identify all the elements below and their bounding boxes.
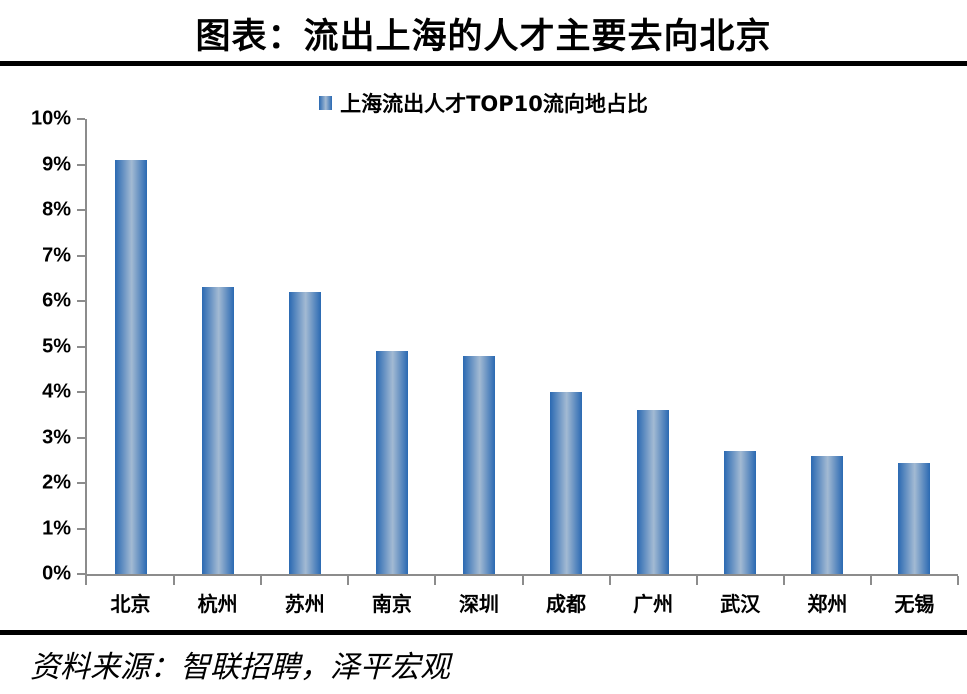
x-axis-label-苏州: 苏州 <box>284 592 325 616</box>
x-axis-label-无锡: 无锡 <box>894 592 935 616</box>
page-title: 图表：流出上海的人才主要去向北京 <box>195 16 772 57</box>
bar-武汉 <box>724 451 757 574</box>
x-axis-tick <box>260 576 263 585</box>
bar-苏州 <box>288 291 321 574</box>
y-axis-tick-label: 5% <box>42 335 71 357</box>
x-axis-line <box>85 574 958 576</box>
bar-南京 <box>375 351 408 574</box>
y-axis-tick <box>77 573 85 575</box>
y-axis-tick-label: 0% <box>42 562 71 585</box>
x-axis-tick <box>695 576 698 585</box>
y-axis-tick-label: 10% <box>30 107 71 130</box>
x-axis-label-杭州: 杭州 <box>197 592 238 616</box>
x-axis-tick <box>434 576 437 585</box>
x-axis-label-南京: 南京 <box>371 592 412 616</box>
y-axis-tick <box>77 436 85 439</box>
bar-广州 <box>637 410 670 574</box>
y-axis-tick-label: 7% <box>42 244 71 266</box>
y-axis-tick-label: 6% <box>42 289 71 312</box>
bar-chart-plot-area: 0% 1% 2% 3% 4% 5% 6% 7% 8% 9% 10% 北京 杭州 苏州 南京 深圳 成都 广州 武汉 郑… <box>31 108 959 616</box>
y-axis-tick-label: 8% <box>42 198 71 221</box>
y-axis-tick-label: 9% <box>42 153 71 175</box>
y-axis-tick <box>77 209 85 211</box>
title-divider <box>0 61 967 66</box>
x-axis-label-郑州: 郑州 <box>807 592 848 616</box>
y-axis-tick <box>77 118 85 120</box>
x-axis-tick <box>957 576 959 585</box>
y-axis-tick <box>77 300 85 302</box>
y-axis-tick-label: 2% <box>42 471 71 494</box>
x-axis-label-广州: 广州 <box>633 592 674 616</box>
y-axis-tick <box>77 254 85 257</box>
bar-杭州 <box>201 287 234 574</box>
x-axis-tick <box>173 576 176 585</box>
x-axis-tick <box>869 576 872 585</box>
x-axis-label-北京: 北京 <box>110 592 151 616</box>
bar-郑州 <box>811 455 844 574</box>
bar-成都 <box>550 392 583 574</box>
legend: 上海流出人才TOP10流向地占比 <box>0 88 967 118</box>
y-axis-tick <box>77 345 85 348</box>
y-axis-tick <box>77 163 85 166</box>
y-axis-tick-label: 3% <box>42 426 71 448</box>
x-axis-tick <box>347 576 350 585</box>
x-axis-label-深圳: 深圳 <box>458 592 499 616</box>
y-axis-tick <box>77 527 85 530</box>
bar-深圳 <box>462 355 495 574</box>
source-note: 资料来源：智联招聘，泽平宏观 <box>30 650 450 685</box>
chart-bottom-divider <box>0 630 967 635</box>
x-axis-tick <box>521 576 524 585</box>
x-axis-tick <box>85 576 87 585</box>
y-axis-line <box>85 119 87 574</box>
bar-无锡 <box>898 462 931 574</box>
x-axis-label-成都: 成都 <box>546 592 587 616</box>
y-axis-tick <box>77 482 85 484</box>
bar-北京 <box>114 159 147 574</box>
x-axis-tick <box>782 576 785 585</box>
y-axis-tick-label: 4% <box>42 380 71 403</box>
legend-label: 上海流出人才TOP10流向地占比 <box>340 92 648 116</box>
x-axis-label-武汉: 武汉 <box>720 592 761 616</box>
y-axis-tick <box>77 391 85 393</box>
y-axis-tick-label: 1% <box>42 517 71 539</box>
legend-marker-icon <box>319 96 333 110</box>
x-axis-tick <box>608 576 611 585</box>
